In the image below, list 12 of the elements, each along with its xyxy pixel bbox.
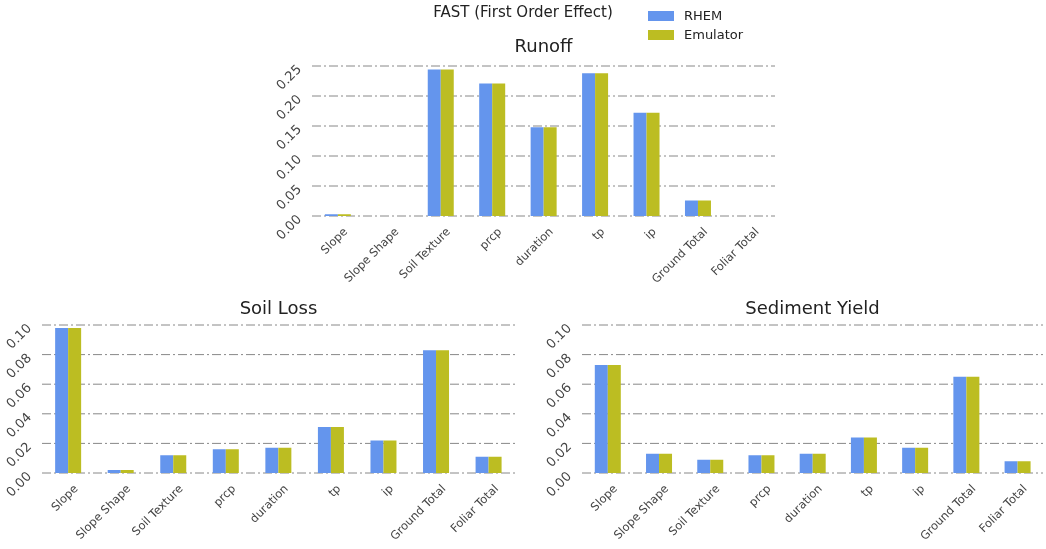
text: FAST (First Order Effect) xyxy=(433,3,613,21)
chart-title: Soil Loss xyxy=(238,297,319,318)
chart-title: Runoff xyxy=(514,35,573,56)
chart-title: Sediment Yield xyxy=(744,297,881,318)
x-tick-label: ip xyxy=(909,481,928,499)
x-tick-label: tp xyxy=(589,224,608,243)
x-tick-label: tp xyxy=(325,481,344,500)
legend-label: RHEM xyxy=(684,8,723,23)
x-tick-label: ip xyxy=(641,224,659,242)
x-tick-label: ip xyxy=(378,481,396,499)
legend-label: Emulator xyxy=(684,27,744,42)
x-tick-label: tp xyxy=(857,481,877,500)
